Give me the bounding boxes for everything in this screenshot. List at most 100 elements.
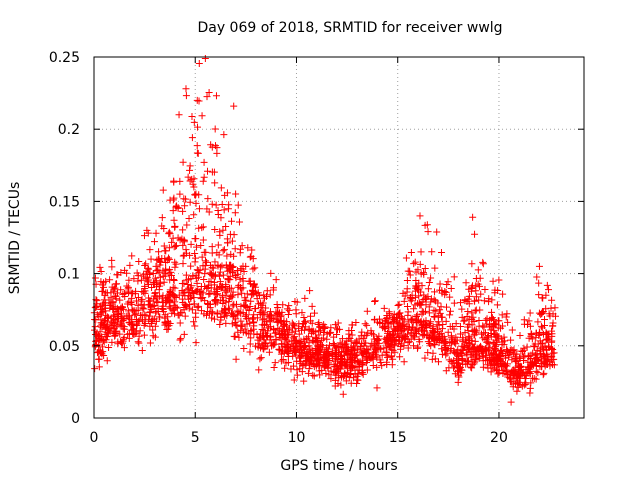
data-point [437, 303, 445, 311]
data-point [278, 340, 286, 348]
data-point [195, 191, 203, 199]
data-point [395, 300, 403, 308]
data-point [501, 352, 509, 360]
data-point [253, 290, 261, 298]
data-point [263, 321, 271, 329]
data-point [401, 336, 409, 344]
data-point [193, 142, 201, 150]
data-point [248, 286, 256, 294]
data-point [135, 258, 143, 266]
data-point [545, 310, 553, 318]
data-point [404, 339, 412, 347]
data-point [334, 319, 342, 327]
data-point [348, 357, 356, 365]
data-point [213, 291, 221, 299]
data-point [257, 344, 265, 352]
data-point [456, 330, 464, 338]
data-point [270, 315, 278, 323]
x-tick-labels: 0 5 10 15 20 [90, 430, 508, 446]
data-point [187, 262, 195, 270]
data-point [134, 338, 142, 346]
data-point [297, 347, 305, 355]
data-point [476, 274, 484, 282]
data-point [99, 281, 107, 289]
data-point [458, 313, 466, 321]
data-point [427, 318, 435, 326]
data-point [389, 346, 397, 354]
data-point [171, 242, 179, 250]
data-point [130, 275, 138, 283]
data-point [475, 296, 483, 304]
data-point [186, 162, 194, 170]
data-point [453, 336, 461, 344]
data-point [313, 360, 321, 368]
data-point [168, 309, 176, 317]
data-point [213, 310, 221, 318]
data-point [163, 256, 171, 264]
data-point [331, 344, 339, 352]
data-point [363, 366, 371, 374]
data-point [239, 277, 247, 285]
data-point [250, 281, 258, 289]
data-point [160, 242, 168, 250]
data-point [271, 329, 279, 337]
data-point [356, 343, 364, 351]
data-point [170, 194, 178, 202]
data-point [467, 363, 475, 371]
data-point [283, 325, 291, 333]
data-point [184, 292, 192, 300]
data-point [503, 310, 511, 318]
data-point [158, 222, 166, 230]
data-point [91, 304, 99, 312]
data-point [401, 325, 409, 333]
data-point [185, 215, 193, 223]
data-point [190, 118, 198, 126]
data-point [496, 355, 504, 363]
data-point [388, 332, 396, 340]
data-point [327, 367, 335, 375]
data-point [137, 276, 145, 284]
data-point [236, 245, 244, 253]
data-point [512, 380, 520, 388]
data-point [203, 284, 211, 292]
data-point [182, 246, 190, 254]
data-point [103, 328, 111, 336]
data-point [400, 297, 408, 305]
data-point [300, 313, 308, 321]
data-point [291, 298, 299, 306]
data-point [179, 158, 187, 166]
data-point [540, 369, 548, 377]
data-point [98, 301, 106, 309]
data-point [463, 357, 471, 365]
y-tick-labels: 0 0.05 0.1 0.15 0.2 0.25 [49, 50, 80, 427]
data-point [446, 339, 454, 347]
data-point [237, 326, 245, 334]
data-point [269, 341, 277, 349]
data-point [465, 337, 473, 345]
data-point [255, 340, 263, 348]
data-point [201, 297, 209, 305]
data-point [476, 306, 484, 314]
data-point [99, 287, 107, 295]
data-point [470, 297, 478, 305]
data-point [291, 347, 299, 355]
data-point [471, 327, 479, 335]
data-point [139, 304, 147, 312]
data-point [152, 229, 160, 237]
data-point [533, 354, 541, 362]
data-point [172, 203, 180, 211]
data-point [464, 346, 472, 354]
data-point [197, 241, 205, 249]
data-point [195, 205, 203, 213]
data-point [208, 272, 216, 280]
data-point [240, 301, 248, 309]
data-point [146, 269, 154, 277]
data-point [495, 276, 503, 284]
data-point [364, 329, 372, 337]
data-point [230, 252, 238, 260]
data-point [514, 370, 522, 378]
data-point [128, 294, 136, 302]
data-point [140, 321, 148, 329]
data-point [409, 318, 417, 326]
data-point [171, 263, 179, 271]
